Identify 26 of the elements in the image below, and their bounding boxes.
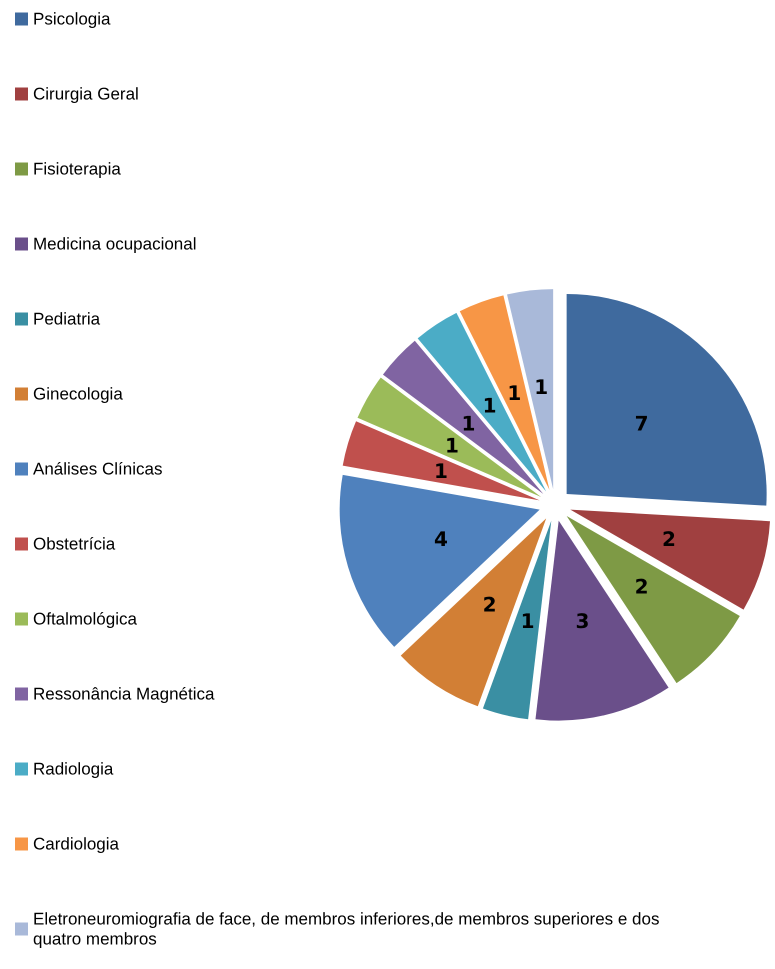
legend-label: Cardiologia — [33, 834, 120, 854]
legend-label: Fisioterapia — [33, 160, 122, 178]
data-label: 1 — [461, 411, 476, 436]
data-label: 1 — [534, 374, 548, 399]
data-label: 1 — [507, 381, 522, 406]
data-label: 1 — [444, 434, 459, 458]
data-label: 1 — [520, 608, 535, 633]
data-label: 1 — [482, 394, 497, 418]
data-label: 3 — [575, 608, 590, 633]
legend-label: Oftalmológica — [33, 610, 138, 628]
legend-label: Radiologia — [33, 760, 114, 778]
legend-label: Pediatria — [33, 310, 101, 328]
data-label: 2 — [482, 592, 497, 616]
legend-label: Cirurgia Geral — [33, 84, 139, 104]
data-label: 2 — [634, 574, 649, 599]
data-label: 7 — [634, 411, 649, 436]
legend-label: Obstetrícia — [33, 534, 116, 554]
legend-label: Análises Clínicas — [33, 460, 162, 478]
legend-label: Psicologia — [33, 10, 112, 28]
data-label: 4 — [434, 527, 448, 552]
legend-label: Ressonância Magnética — [33, 684, 215, 704]
data-label: 1 — [434, 458, 448, 483]
legend-label: Eletroneuromiografia de face, de membros inferiores,de membros superiores e dos quatro membros — [33, 910, 664, 948]
legend-label: Ginecologia — [33, 384, 124, 404]
data-label: 2 — [662, 527, 676, 552]
legend-label: Medicina ocupacional — [33, 234, 196, 254]
